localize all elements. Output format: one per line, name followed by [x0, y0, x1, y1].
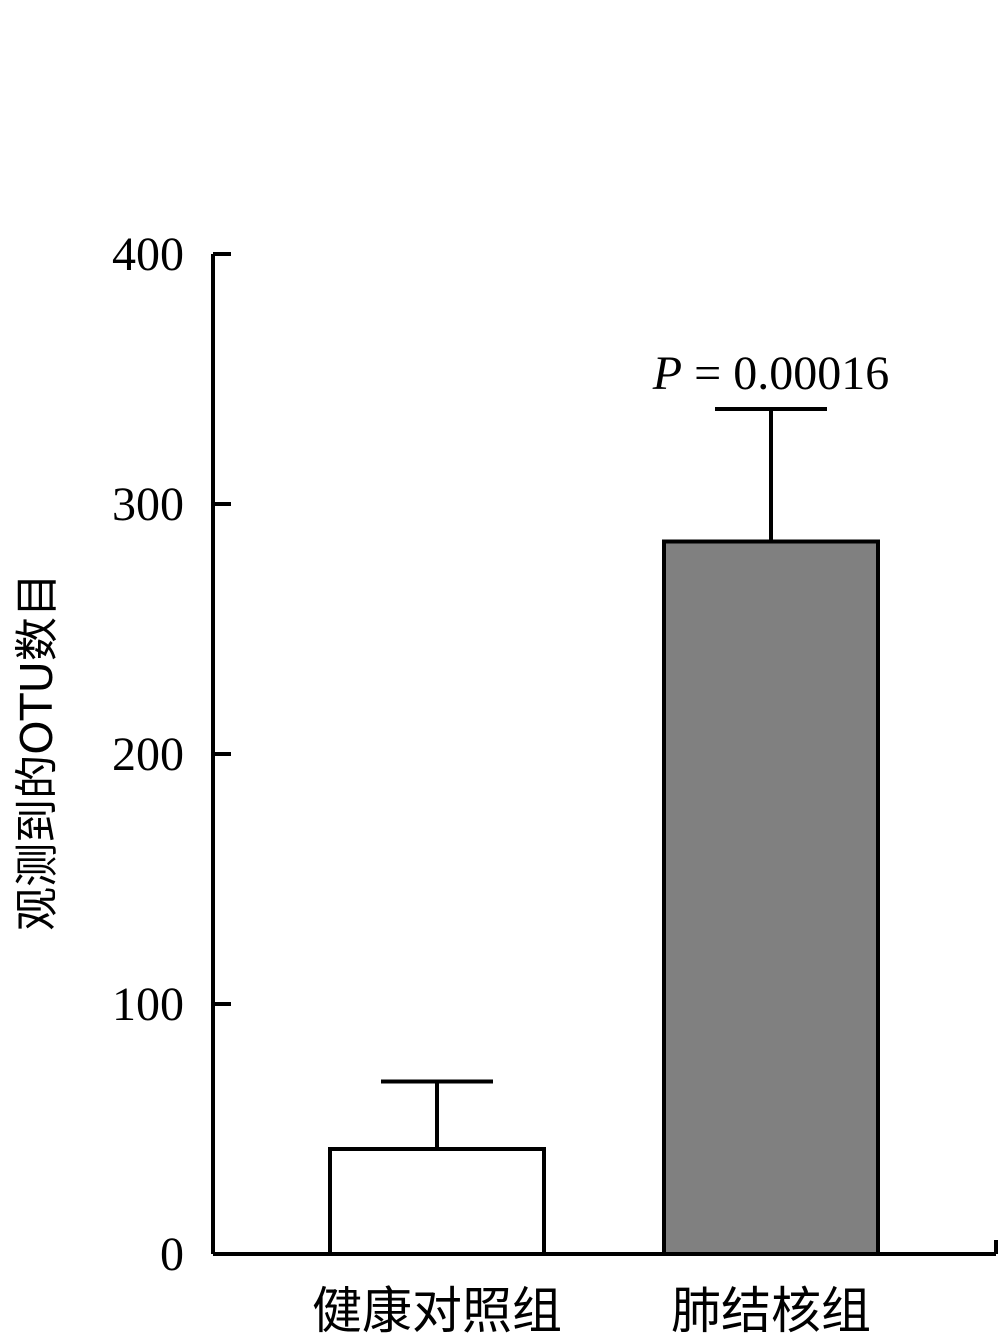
bar: [328, 1147, 546, 1256]
axes: 0 100 200 300 400: [112, 228, 998, 1281]
p-symbol: P: [652, 347, 682, 400]
y-tick-label: 200: [112, 728, 184, 781]
bar: [662, 539, 880, 1256]
y-tick-label: 100: [112, 978, 184, 1031]
category-label: 健康对照组: [312, 1282, 562, 1340]
p-value-text: = 0.00016: [682, 347, 889, 400]
y-axis-label: 观测到的OTU数目: [12, 573, 63, 931]
bars: [328, 407, 880, 1256]
y-tick-label: 0: [160, 1228, 184, 1281]
y-tick-label: 400: [112, 228, 184, 281]
category-labels: 健康对照组 肺结核组: [312, 1282, 871, 1340]
category-label: 肺结核组: [671, 1282, 871, 1340]
p-value-annotation: P = 0.00016: [652, 347, 889, 400]
y-ticks: 0 100 200 300 400: [112, 228, 231, 1281]
y-tick-label: 300: [112, 478, 184, 531]
